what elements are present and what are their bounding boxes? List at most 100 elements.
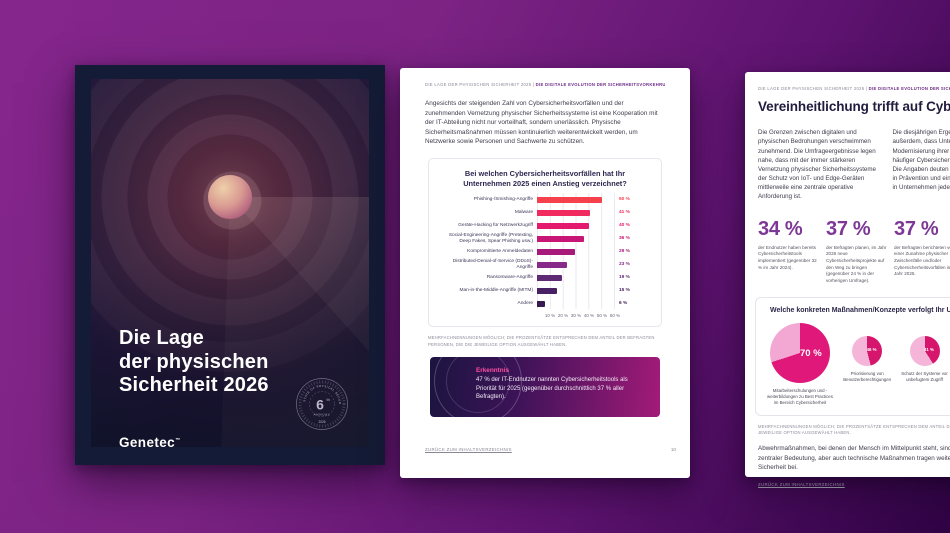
insight-label: Erkenntnis bbox=[476, 366, 510, 374]
page2-breadcrumb: DIE LAGE DER PHYSISCHEN SICHERHEIT 2026 … bbox=[425, 82, 665, 87]
axis-tick-label: 50 % bbox=[596, 313, 608, 319]
pie-block: 70 % Mitarbeiterschulungen und -weiterbil… bbox=[766, 323, 834, 406]
bar-track bbox=[537, 196, 615, 204]
stat-block: 37 % der Befragten berichteten von einer … bbox=[894, 218, 950, 285]
pie-block: 46 % Priorisierung von Benutzerberechtigu… bbox=[843, 336, 891, 383]
bar-fill bbox=[537, 222, 589, 230]
page2-meta-separator: | bbox=[532, 82, 535, 87]
cover-light-beam bbox=[91, 79, 369, 447]
bar-track bbox=[537, 261, 615, 269]
axis-tick-label: 20 % bbox=[557, 313, 569, 319]
bar-chart-axis: 10 % 20 % 30 % 40 % 50 % 60 % bbox=[537, 310, 620, 320]
bar-category-label: Distributed-Denial-of-Service (DDoS)-Ang… bbox=[452, 258, 533, 270]
back-to-toc-link-page3[interactable]: ZURÜCK ZUM INHALTSVERZEICHNIS bbox=[758, 481, 845, 487]
bar-category-label: Malware bbox=[514, 209, 533, 215]
page3-title: Vereinheitlichung trifft auf Cyberrisike… bbox=[758, 99, 950, 114]
bar-track bbox=[537, 222, 615, 230]
axis-tick-label: 40 % bbox=[583, 313, 595, 319]
bar-row: Phishing-/Smishing-Angriffe 50 % bbox=[441, 193, 649, 206]
stat-value: 37 % bbox=[894, 217, 939, 240]
bar-category-label: Geräte-Hacking für Netzwerkzugriff bbox=[458, 222, 533, 228]
axis-tick-label: 60 % bbox=[609, 313, 621, 319]
bar-row: Social-Engineering-Angriffe (Pretexting,… bbox=[441, 232, 649, 245]
report-cover-page: Die Lage der physischen Sicherheit 2026 … bbox=[75, 65, 385, 465]
cover-artwork: Die Lage der physischen Sicherheit 2026 … bbox=[91, 79, 369, 447]
bar-value-label: 6 % bbox=[619, 301, 628, 307]
bar-fill bbox=[537, 235, 584, 243]
page3-columns: Die Grenzen zwischen digitalen und physi… bbox=[758, 122, 950, 208]
pies-row: 70 % Mitarbeiterschulungen und -weiterbil… bbox=[766, 323, 950, 406]
badge-number: 6 bbox=[316, 397, 324, 413]
pie-percentage-label: 70 % bbox=[800, 348, 822, 360]
badge-suffix: th bbox=[327, 397, 330, 402]
bar-track bbox=[537, 248, 615, 256]
cover-orb bbox=[208, 174, 252, 219]
page3-meta-chapter: DIE DIGITALE EVOLUTION DER SICHERHEITSVO… bbox=[868, 86, 950, 91]
bar-row: Andere 6 % bbox=[441, 297, 649, 310]
bar-chart-card: Bei welchen Cybersicherheitsvorfällen ha… bbox=[428, 158, 662, 328]
page3-column-1: Die Grenzen zwischen digitalen und physi… bbox=[758, 129, 876, 201]
bar-category-label: Social-Engineering-Angriffe (Pretexting,… bbox=[448, 232, 533, 244]
bar-row: Geräte-Hacking für Netzwerkzugriff 40 % bbox=[441, 219, 649, 232]
stat-value: 34 % bbox=[758, 217, 803, 240]
pie-category-label: Schutz der Systeme vor unbefugtem Zugrif… bbox=[901, 371, 948, 383]
bar-rows: Phishing-/Smishing-Angriffe 50 % Malware 41… bbox=[441, 193, 649, 310]
bar-track bbox=[537, 287, 615, 295]
bar-fill bbox=[537, 209, 591, 217]
genetec-logo: Genetec™ bbox=[119, 435, 181, 447]
page3-footnote: MEHRFACHNENNUNGEN MÖGLICH; DIE PROZENTSÄ… bbox=[758, 423, 950, 435]
pie-percentage-label: 41 % bbox=[923, 346, 934, 352]
page2-footnote: MEHRFACHNENNUNGEN MÖGLICH; DIE PROZENTSÄ… bbox=[428, 335, 655, 347]
axis-tick-label: 10 % bbox=[544, 313, 556, 319]
bar-value-label: 36 % bbox=[619, 236, 630, 242]
bar-chart-plot: Phishing-/Smishing-Angriffe 50 % Malware 41… bbox=[441, 193, 649, 320]
pie-category-label: Mitarbeiterschulungen und -weiterbildung… bbox=[767, 388, 833, 406]
bar-track bbox=[537, 209, 615, 217]
insight-callout: Erkenntnis 47 % der IT-Endnutzer nannten… bbox=[430, 356, 660, 417]
back-to-toc-link[interactable]: ZURÜCK ZUM INHALTSVERZEICHNIS bbox=[425, 447, 512, 452]
page3-closing-paragraph: Abwehrmaßnahmen, bei denen der Mensch im… bbox=[758, 445, 950, 472]
bar-fill bbox=[537, 300, 545, 308]
stat-caption: der Befragten berichteten von einer Zuna… bbox=[894, 244, 950, 277]
bar-category-label: Man-in-the-Middle-Angriffe (MITM) bbox=[459, 287, 533, 293]
bar-value-label: 50 % bbox=[619, 197, 630, 203]
stat-value: 37 % bbox=[826, 217, 871, 240]
bar-fill bbox=[537, 287, 557, 295]
page2-footer: ZURÜCK ZUM INHALTSVERZEICHNIS 10 bbox=[425, 447, 676, 452]
bar-track bbox=[537, 274, 615, 282]
page2-meta-chapter: DIE DIGITALE EVOLUTION DER SICHERHEITSVO… bbox=[535, 82, 665, 87]
page2-page-number: 10 bbox=[670, 447, 676, 452]
stat-caption: der Befragten planen, im Jahr 2026 neue … bbox=[826, 244, 887, 284]
stat-block: 34 % der Endnutzer haben bereits Cybersic… bbox=[758, 218, 820, 285]
bar-row: Malware 41 % bbox=[441, 206, 649, 219]
stat-block: 37 % der Befragten planen, im Jahr 2026 n… bbox=[826, 218, 888, 285]
pie-block: 41 % Schutz der Systeme vor unbefugtem Zu… bbox=[900, 336, 948, 383]
report-page-unification: DIE LAGE DER PHYSISCHEN SICHERHEIT 2026 … bbox=[745, 72, 950, 487]
cover-title-line1: Die Lage bbox=[119, 327, 204, 349]
bar-fill bbox=[537, 196, 602, 204]
page3-meta-report: DIE LAGE DER PHYSISCHEN SICHERHEIT 2026 bbox=[758, 86, 865, 91]
report-page-cyber-incidents: DIE LAGE DER PHYSISCHEN SICHERHEIT 2026 … bbox=[400, 68, 690, 478]
bar-category-label: Ransomware-Angriffe bbox=[486, 274, 533, 280]
cover-title: Die Lage der physischen Sicherheit 2026 bbox=[119, 327, 269, 398]
insight-text: 47 % der IT-Endnutzer nannten Cybersiche… bbox=[476, 376, 628, 401]
page2-meta-report: DIE LAGE DER PHYSISCHEN SICHERHEIT 2026 bbox=[425, 82, 532, 87]
bar-row: Ransomware-Angriffe 19 % bbox=[441, 271, 649, 284]
pie-chart-card: Welche konkreten Maßnahmen/Konzepte verf… bbox=[755, 296, 950, 416]
stat-caption: der Endnutzer haben bereits Cybersicherh… bbox=[758, 244, 817, 270]
bar-fill bbox=[537, 274, 562, 282]
axis-tick-label: 30 % bbox=[570, 313, 582, 319]
bar-value-label: 41 % bbox=[619, 210, 630, 216]
bar-row: Man-in-the-Middle-Angriffe (MITM) 15 % bbox=[441, 284, 649, 297]
page3-breadcrumb: DIE LAGE DER PHYSISCHEN SICHERHEIT 2026 … bbox=[758, 86, 950, 91]
bar-category-label: Kompromittierte Anmeldedaten bbox=[467, 248, 533, 254]
badge-year: 2026 bbox=[318, 420, 325, 424]
bar-fill bbox=[537, 248, 575, 256]
page3-column-2: Die diesjährigen Ergebnisse zeigen außer… bbox=[892, 129, 950, 192]
stats-row: 34 % der Endnutzer haben bereits Cybersic… bbox=[758, 218, 950, 285]
bar-value-label: 23 % bbox=[619, 262, 630, 268]
bar-track bbox=[537, 300, 615, 308]
page3-meta-separator: | bbox=[865, 86, 868, 91]
pie-chart: 41 % bbox=[909, 336, 940, 367]
bar-category-label: Andere bbox=[517, 300, 533, 306]
